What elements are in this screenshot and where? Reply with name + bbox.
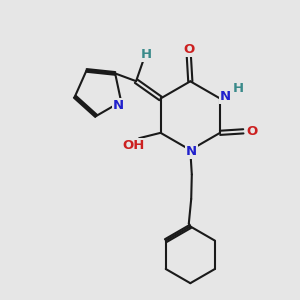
Text: N: N [112,99,124,112]
Text: O: O [183,43,194,56]
Text: H: H [140,48,152,61]
Text: N: N [186,145,197,158]
Text: O: O [246,125,257,138]
Text: H: H [233,82,244,95]
Text: OH: OH [122,139,145,152]
Text: N: N [220,90,231,103]
